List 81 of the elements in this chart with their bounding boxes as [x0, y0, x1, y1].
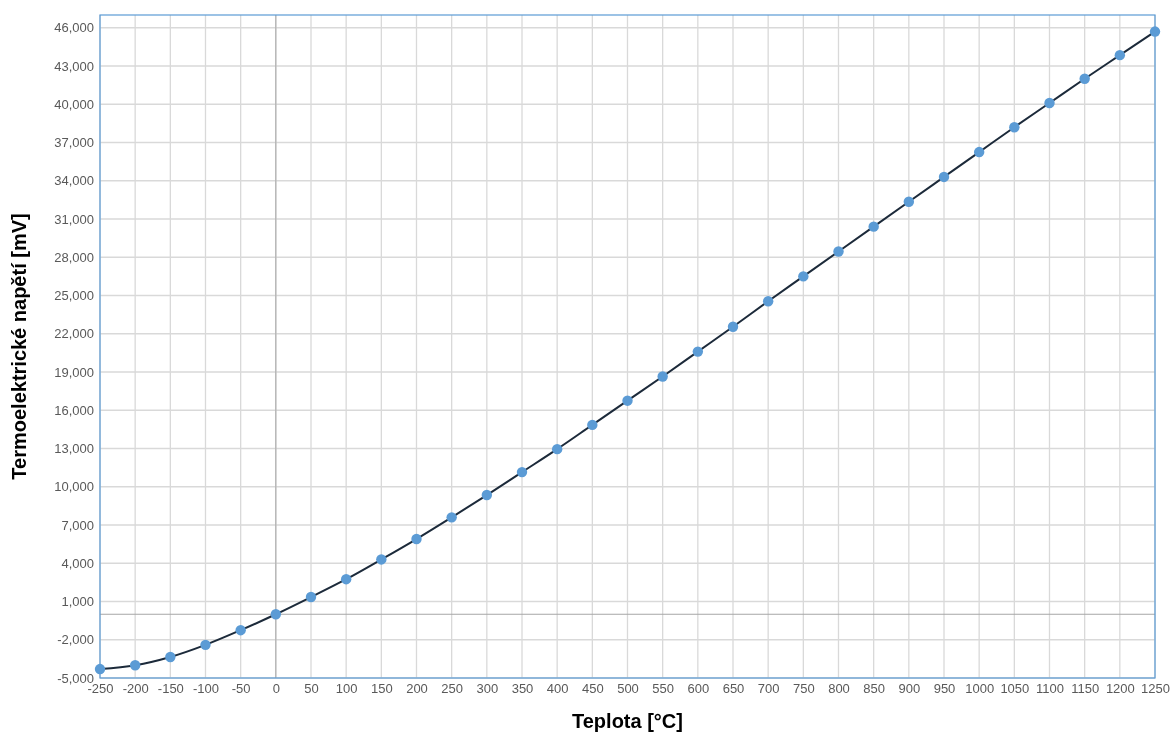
- y-tick-label: 46,000: [54, 20, 94, 36]
- x-tick-label: 400: [546, 681, 569, 697]
- point: [657, 371, 668, 382]
- y-tick-label: 28,000: [54, 249, 94, 265]
- x-tick-label: 700: [757, 681, 780, 697]
- point: [235, 625, 246, 636]
- y-tick-label: 43,000: [54, 58, 94, 74]
- x-tick-label: 500: [617, 681, 639, 697]
- x-tick-label: -100: [192, 681, 220, 697]
- y-tick-label: 31,000: [54, 211, 94, 227]
- y-tick-label: 22,000: [54, 326, 94, 342]
- x-tick-label: 50: [304, 681, 319, 697]
- y-axis-title: Termoelektrické napětí [mV]: [8, 213, 30, 480]
- point: [1044, 97, 1055, 109]
- x-tick-label: 1150: [1071, 681, 1100, 697]
- point: [200, 639, 211, 651]
- y-tick-label: 34,000: [54, 173, 94, 189]
- x-tick-label: 650: [722, 681, 745, 697]
- x-tick-label: 100: [335, 681, 358, 697]
- x-tick-label: -150: [157, 681, 184, 697]
- point: [1114, 49, 1126, 61]
- point: [1149, 26, 1161, 37]
- y-tick-label: 7,000: [61, 517, 94, 533]
- x-tick-label: 900: [898, 681, 921, 697]
- point: [1009, 122, 1020, 133]
- point: [270, 609, 282, 620]
- y-tick-label: 13,000: [54, 441, 94, 457]
- y-tick-label: 16,000: [54, 402, 94, 418]
- y-tick-label: 25,000: [54, 288, 94, 304]
- x-tick-label: 450: [581, 681, 604, 697]
- point: [903, 196, 915, 207]
- point: [551, 443, 563, 455]
- y-tick-label: 37,000: [54, 135, 94, 151]
- x-tick-label: 600: [687, 681, 710, 697]
- x-tick-label: 150: [370, 681, 393, 697]
- point: [798, 271, 809, 282]
- point: [481, 489, 493, 501]
- x-tick-label: 1200: [1105, 681, 1135, 697]
- point: [762, 296, 774, 307]
- y-tick-label: 4,000: [61, 555, 94, 571]
- x-tick-label: 300: [476, 681, 499, 697]
- x-tick-label: 1000: [965, 681, 995, 697]
- point: [446, 512, 457, 523]
- x-tick-label: 350: [511, 681, 534, 697]
- x-tick-label: 0: [272, 681, 280, 697]
- x-axis-title: Teplota [°C]: [572, 710, 683, 732]
- point: [165, 651, 176, 663]
- x-tick-label: 550: [652, 681, 675, 697]
- point: [833, 246, 844, 257]
- x-tick-label: -50: [231, 681, 251, 697]
- point: [868, 221, 879, 232]
- point: [973, 146, 985, 158]
- point: [727, 321, 739, 332]
- x-tick-label: 950: [933, 681, 956, 697]
- point: [1079, 73, 1090, 84]
- point: [94, 663, 106, 675]
- x-tick-label: 1050: [1000, 681, 1030, 697]
- y-tick-label: -2,000: [57, 632, 94, 648]
- x-tick-label: 250: [441, 681, 464, 697]
- x-tick-label: 200: [406, 681, 428, 697]
- x-tick-label: 800: [828, 681, 850, 697]
- point: [411, 533, 422, 545]
- x-tick-label: -200: [122, 681, 149, 697]
- x-tick-label: 750: [792, 681, 815, 697]
- y-tick-label: -5,000: [57, 670, 94, 686]
- point: [129, 660, 141, 671]
- y-tick-label: 1,000: [61, 594, 94, 610]
- point: [305, 591, 317, 603]
- y-tick-label: 40,000: [54, 96, 94, 112]
- y-tick-label: 19,000: [54, 364, 94, 380]
- point: [587, 419, 598, 431]
- y-tick-label: 10,000: [54, 479, 94, 495]
- point: [516, 466, 528, 478]
- point: [622, 395, 633, 406]
- point: [938, 171, 950, 183]
- point: [692, 346, 704, 357]
- x-tick-label: 850: [863, 681, 886, 697]
- x-tick-label: 1100: [1036, 681, 1064, 697]
- x-tick-label: 1250: [1141, 681, 1170, 697]
- point: [376, 554, 387, 565]
- point: [340, 574, 352, 585]
